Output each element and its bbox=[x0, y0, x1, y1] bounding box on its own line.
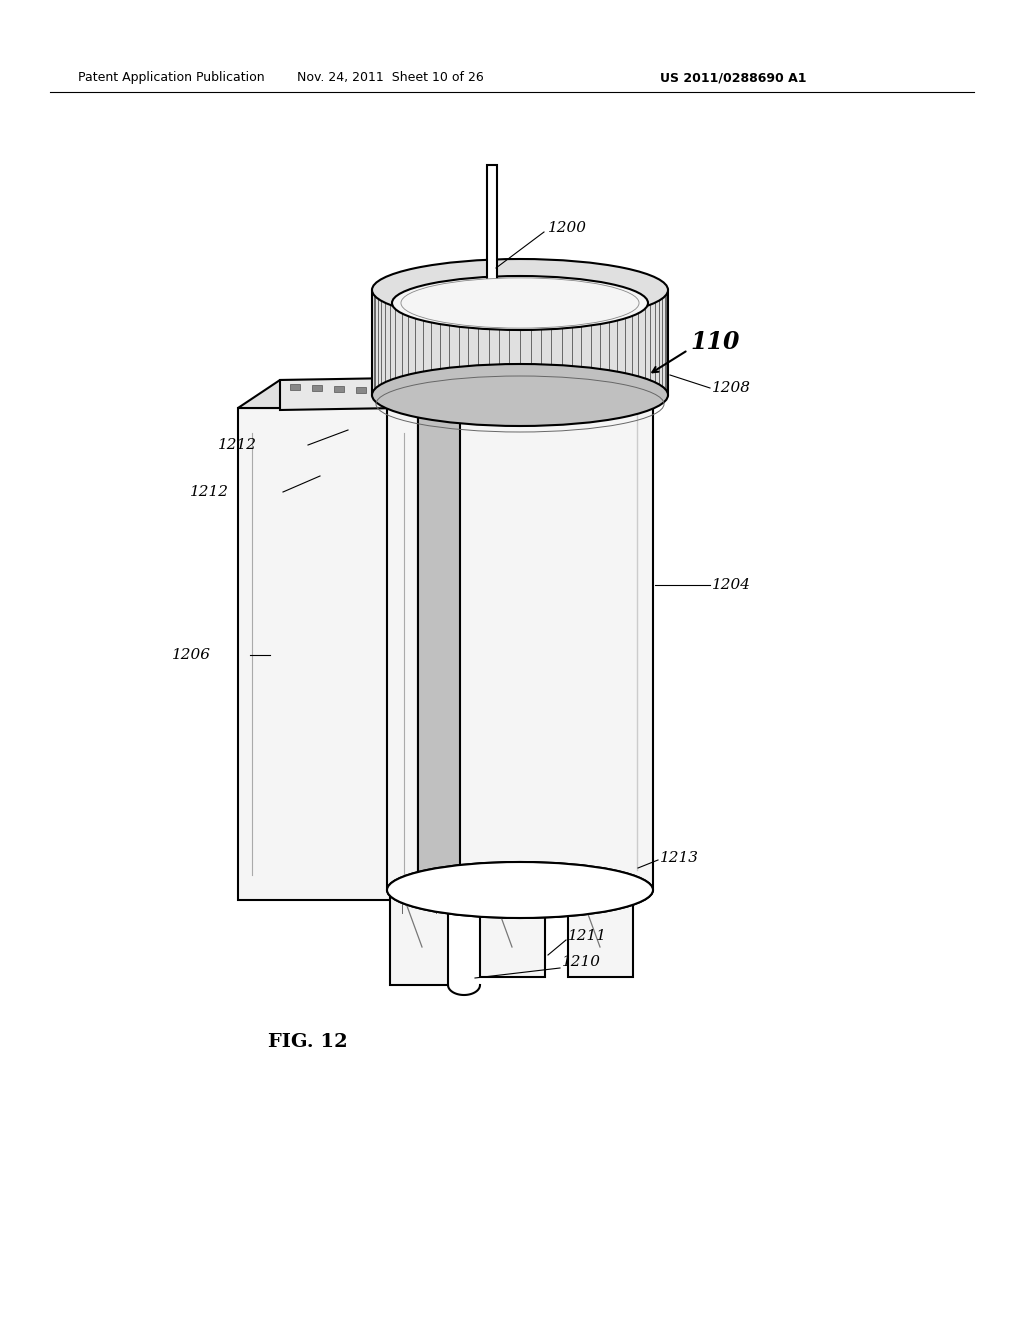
Text: 110: 110 bbox=[690, 330, 739, 354]
Bar bbox=[290, 384, 300, 389]
Ellipse shape bbox=[401, 279, 639, 329]
Bar bbox=[387, 388, 653, 890]
Bar bbox=[568, 882, 633, 977]
Bar bbox=[312, 385, 322, 391]
Text: 1212: 1212 bbox=[218, 438, 257, 451]
Polygon shape bbox=[280, 378, 397, 411]
Bar bbox=[334, 385, 344, 392]
Text: 1200: 1200 bbox=[548, 220, 587, 235]
Text: Nov. 24, 2011  Sheet 10 of 26: Nov. 24, 2011 Sheet 10 of 26 bbox=[297, 71, 483, 84]
Text: 1213: 1213 bbox=[660, 851, 699, 865]
Ellipse shape bbox=[392, 276, 648, 330]
Ellipse shape bbox=[387, 862, 653, 917]
Text: 1212: 1212 bbox=[190, 484, 229, 499]
Polygon shape bbox=[418, 380, 460, 900]
Text: FIG. 12: FIG. 12 bbox=[268, 1034, 348, 1051]
Ellipse shape bbox=[372, 259, 668, 321]
Bar bbox=[356, 387, 366, 393]
Ellipse shape bbox=[372, 364, 668, 426]
Polygon shape bbox=[238, 380, 460, 408]
Text: US 2011/0288690 A1: US 2011/0288690 A1 bbox=[660, 71, 807, 84]
Bar bbox=[487, 165, 497, 310]
Bar bbox=[480, 882, 545, 977]
Bar bbox=[238, 408, 418, 900]
Text: 1208: 1208 bbox=[712, 381, 751, 395]
Bar bbox=[390, 884, 449, 985]
Text: Patent Application Publication: Patent Application Publication bbox=[78, 71, 264, 84]
Text: 1206: 1206 bbox=[172, 648, 211, 663]
Ellipse shape bbox=[387, 360, 653, 416]
Text: 1210: 1210 bbox=[562, 954, 601, 969]
Bar bbox=[372, 290, 668, 395]
Text: 1211: 1211 bbox=[568, 929, 607, 942]
Ellipse shape bbox=[387, 862, 653, 917]
Text: 1204: 1204 bbox=[712, 578, 751, 591]
